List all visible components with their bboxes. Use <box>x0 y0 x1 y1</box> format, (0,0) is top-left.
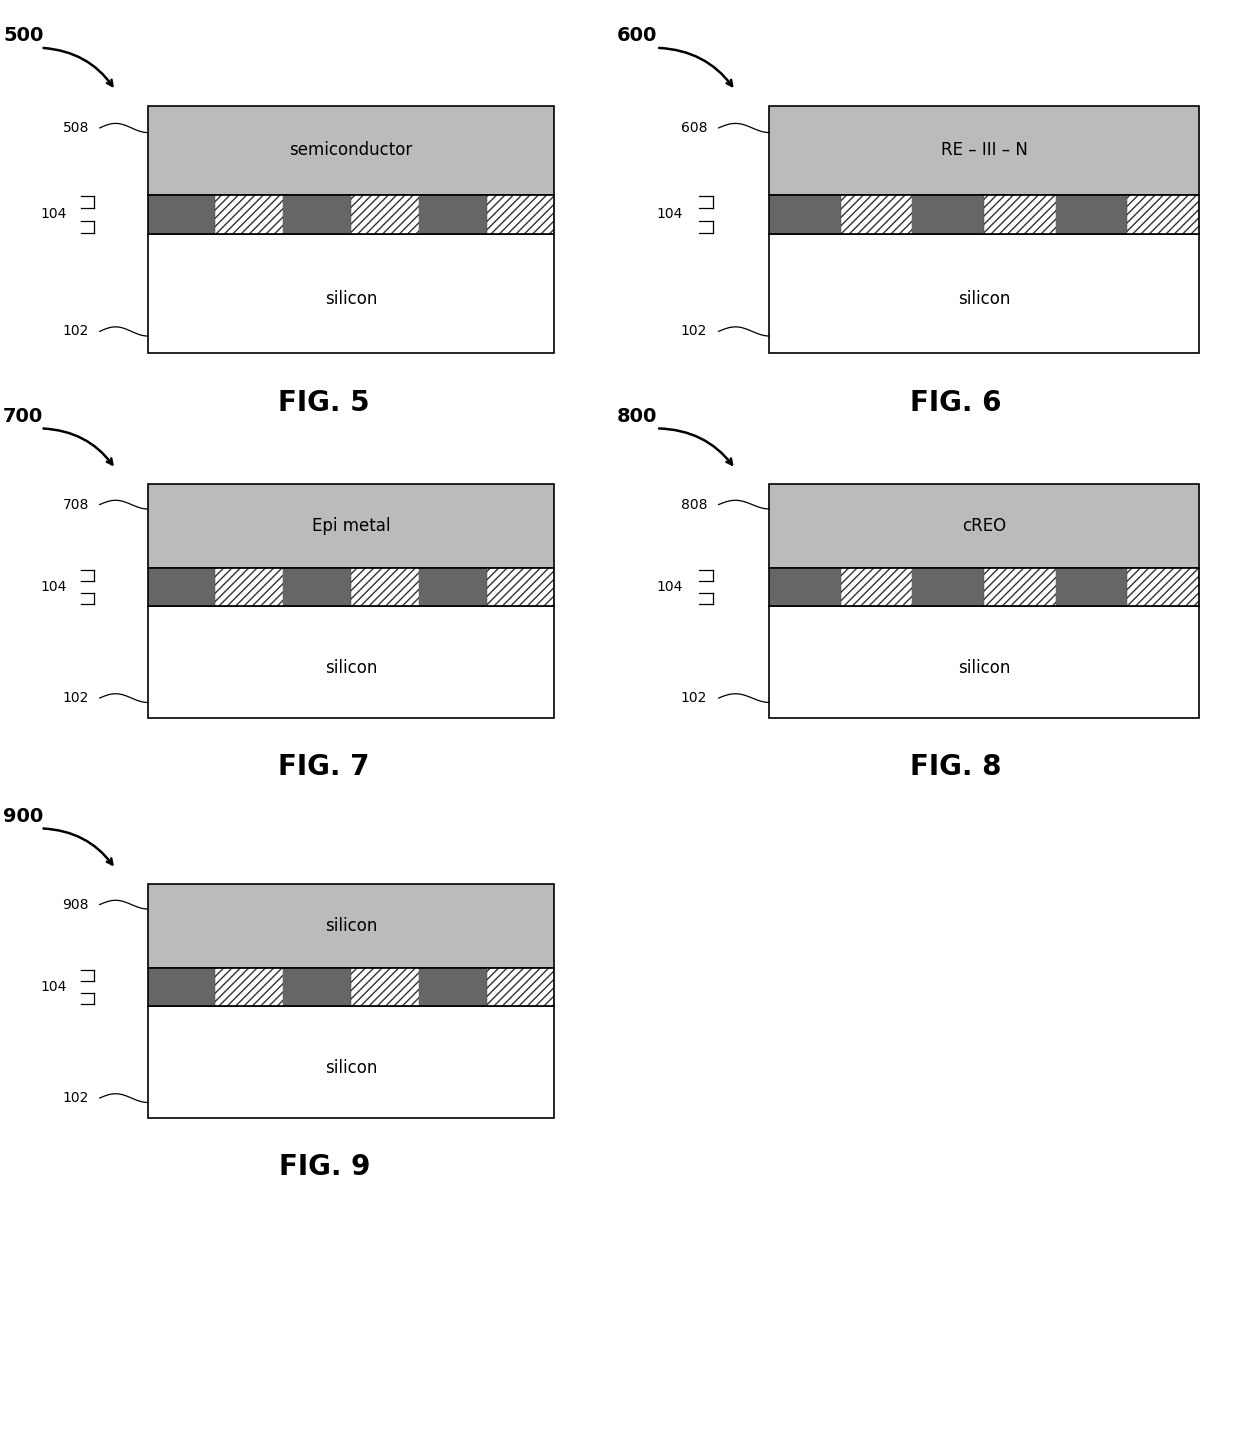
Text: silicon: silicon <box>325 917 377 935</box>
Bar <box>283 969 351 1006</box>
Text: 102: 102 <box>681 691 707 705</box>
Bar <box>148 194 216 235</box>
Text: silicon: silicon <box>325 1058 377 1077</box>
Bar <box>283 194 351 235</box>
Text: silicon: silicon <box>957 659 1011 676</box>
Bar <box>216 568 283 605</box>
Bar <box>351 568 419 605</box>
Text: Epi metal: Epi metal <box>311 517 391 534</box>
Bar <box>148 969 216 1006</box>
Bar <box>1127 568 1199 605</box>
Text: RE – III – N: RE – III – N <box>941 142 1028 159</box>
Bar <box>769 194 841 235</box>
Bar <box>841 568 913 605</box>
Text: 600: 600 <box>616 26 657 45</box>
Bar <box>148 568 554 605</box>
Text: 102: 102 <box>681 324 707 339</box>
Bar <box>841 194 913 235</box>
Bar <box>148 605 554 718</box>
Text: silicon: silicon <box>957 291 1011 308</box>
Text: 908: 908 <box>62 898 89 912</box>
Bar <box>985 568 1055 605</box>
Bar <box>769 605 1199 718</box>
Text: FIG. 6: FIG. 6 <box>910 390 1002 417</box>
Bar <box>769 194 1199 235</box>
Bar <box>148 883 554 969</box>
Bar <box>148 235 554 353</box>
Bar <box>913 568 985 605</box>
Text: 104: 104 <box>656 207 683 222</box>
Bar <box>419 568 486 605</box>
Text: FIG. 9: FIG. 9 <box>279 1153 370 1182</box>
Text: 708: 708 <box>62 498 89 511</box>
Text: 800: 800 <box>616 407 657 426</box>
Text: 508: 508 <box>62 122 89 135</box>
Bar <box>769 106 1199 194</box>
Bar <box>283 568 351 605</box>
Bar <box>985 568 1055 605</box>
Text: 700: 700 <box>4 407 43 426</box>
Bar <box>419 194 486 235</box>
Bar <box>1055 194 1127 235</box>
Bar <box>913 194 985 235</box>
Text: 608: 608 <box>681 122 707 135</box>
Bar <box>148 1006 554 1118</box>
Bar <box>486 568 554 605</box>
Bar <box>216 194 283 235</box>
Bar <box>486 969 554 1006</box>
Bar <box>486 568 554 605</box>
Bar <box>769 568 841 605</box>
Bar <box>1127 568 1199 605</box>
Bar <box>216 568 283 605</box>
Bar <box>769 568 1199 605</box>
Text: semiconductor: semiconductor <box>289 142 413 159</box>
Bar <box>486 969 554 1006</box>
Bar <box>351 969 419 1006</box>
Text: 900: 900 <box>4 808 43 827</box>
Bar <box>216 969 283 1006</box>
Text: 104: 104 <box>656 579 683 594</box>
Bar <box>148 969 554 1006</box>
Text: 808: 808 <box>681 498 707 511</box>
Bar <box>1127 194 1199 235</box>
Bar <box>351 568 419 605</box>
Text: FIG. 5: FIG. 5 <box>279 390 370 417</box>
Bar <box>985 194 1055 235</box>
Bar <box>148 194 554 235</box>
Text: 104: 104 <box>41 207 67 222</box>
Bar <box>351 969 419 1006</box>
Text: 102: 102 <box>62 1092 89 1105</box>
Text: silicon: silicon <box>325 291 377 308</box>
Bar <box>985 194 1055 235</box>
Bar <box>216 194 283 235</box>
Text: 104: 104 <box>41 579 67 594</box>
Bar <box>419 969 486 1006</box>
Bar <box>351 194 419 235</box>
Text: FIG. 7: FIG. 7 <box>279 753 370 782</box>
Text: 104: 104 <box>41 980 67 993</box>
Bar <box>769 235 1199 353</box>
Bar <box>216 969 283 1006</box>
Bar <box>148 568 216 605</box>
Bar <box>1127 194 1199 235</box>
Bar <box>486 194 554 235</box>
Text: silicon: silicon <box>325 659 377 676</box>
Bar <box>351 194 419 235</box>
Bar <box>148 484 554 568</box>
Bar <box>486 194 554 235</box>
Bar <box>841 568 913 605</box>
Text: 102: 102 <box>62 324 89 339</box>
Text: FIG. 8: FIG. 8 <box>910 753 1002 782</box>
Bar <box>769 484 1199 568</box>
Bar <box>148 106 554 194</box>
Text: cREO: cREO <box>962 517 1006 534</box>
Bar <box>1055 568 1127 605</box>
Text: 102: 102 <box>62 691 89 705</box>
Bar <box>841 194 913 235</box>
Text: 500: 500 <box>4 26 43 45</box>
